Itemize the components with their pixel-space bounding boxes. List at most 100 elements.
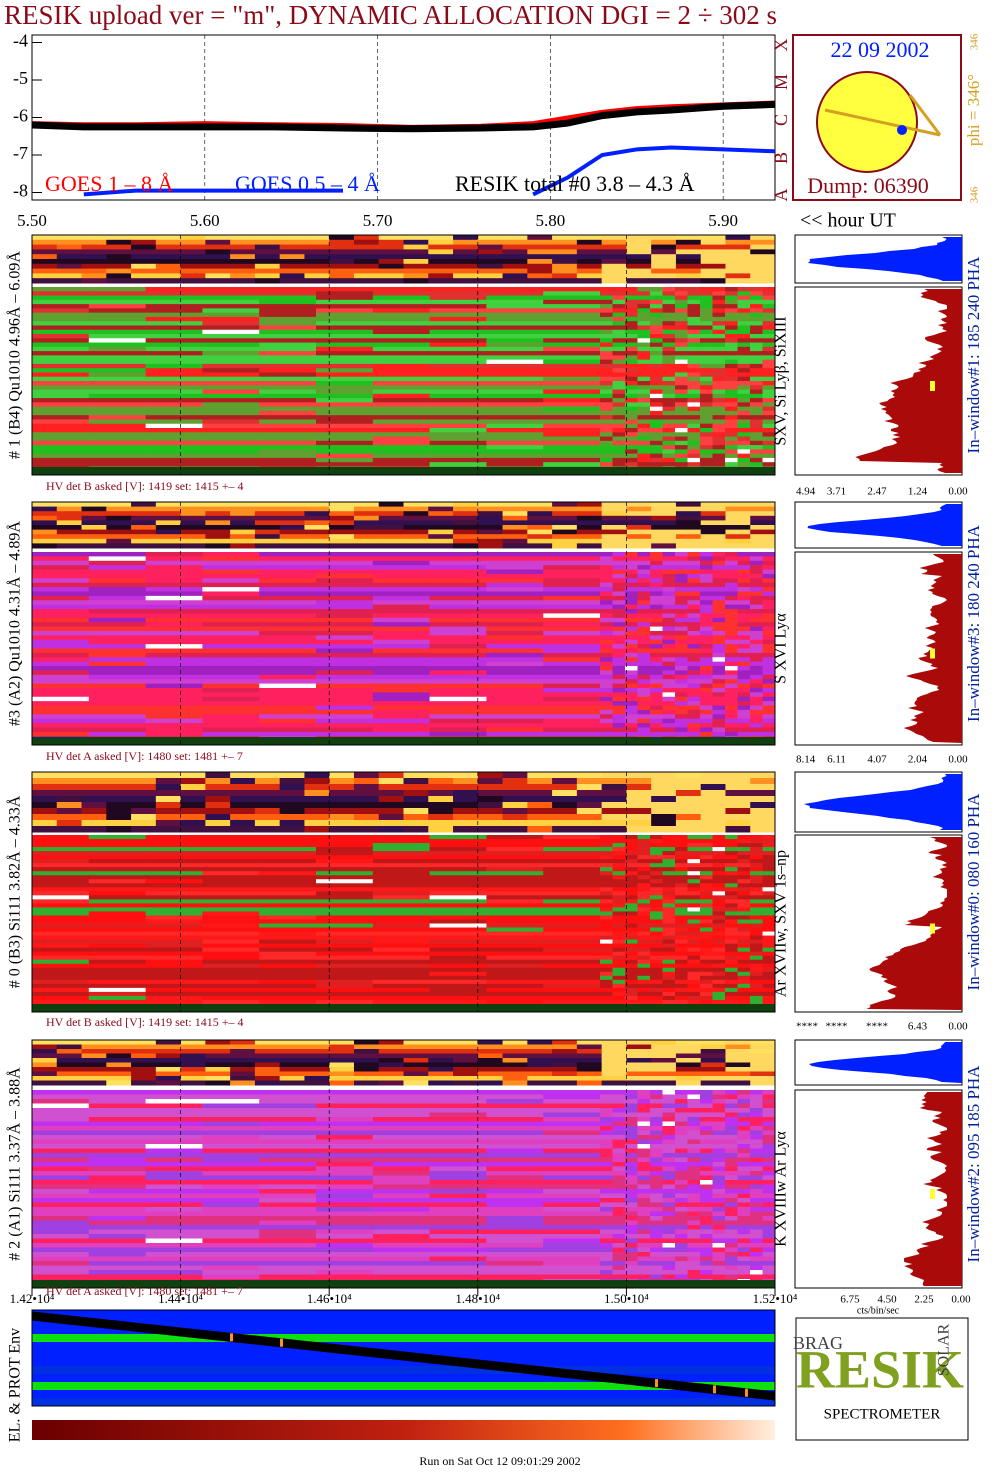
spectrogram-cell: [372, 648, 431, 654]
spectrogram-strip-cell: [378, 1071, 404, 1077]
spectrogram-cell: [486, 683, 544, 689]
spectrogram-cell: [687, 325, 701, 331]
spectrogram-cell: [429, 959, 487, 965]
spectrogram-cell: [543, 299, 601, 305]
spectrogram-cell: [486, 372, 544, 378]
spectrogram-cell: [259, 368, 317, 373]
spectrogram-cell: [372, 709, 431, 715]
spectrogram-cell: [259, 652, 317, 658]
spectrogram-cell: [372, 609, 431, 614]
spectrogram-cell: [259, 419, 317, 425]
spectrogram-cell: [543, 587, 601, 592]
spectrogram-cell: [725, 1139, 738, 1145]
spectrogram-strip-cell: [304, 1080, 330, 1086]
spectrogram-cell: [612, 338, 626, 344]
spectrogram-strip-cell: [700, 278, 726, 284]
spectrogram-cell: [543, 372, 601, 378]
spectrogram-strip-cell: [131, 273, 157, 279]
spectrogram-cell: [650, 927, 663, 933]
spectrogram-strip-cell: [378, 1053, 404, 1059]
spectrogram-cell: [650, 622, 663, 628]
spectrogram-cell: [675, 630, 688, 636]
spectrogram-cell: [725, 931, 738, 937]
spectrogram-cell: [637, 1103, 651, 1109]
spectrogram-cell: [737, 875, 751, 880]
spectrogram-cell: [687, 1117, 701, 1122]
spectrogram-cell: [429, 1139, 487, 1145]
spectrogram-strip-cell: [155, 263, 182, 270]
spectrogram-cell: [145, 635, 203, 641]
spectrogram-strip-cell: [254, 1071, 281, 1077]
spectrogram-cell: [725, 436, 738, 442]
spectrogram-cell: [32, 887, 90, 892]
spectrogram-cell: [700, 666, 713, 671]
spectrogram-cell: [675, 1090, 688, 1095]
spectrogram-strip-cell: [56, 249, 83, 255]
spectrogram-cell: [687, 291, 701, 297]
spectrogram-cell: [625, 587, 638, 592]
spectrogram-cell: [712, 714, 726, 720]
spectrogram-cell: [637, 863, 651, 868]
spectrogram-cell: [32, 573, 90, 579]
spectrogram-cell: [316, 855, 374, 860]
spectrogram-strip-cell: [552, 543, 578, 549]
spectrogram-strip-cell: [403, 506, 429, 512]
spectrogram-cell: [725, 410, 738, 416]
spectrogram-cell: [202, 445, 260, 450]
spectrogram-cell: [762, 1144, 776, 1149]
spectrogram-cell: [259, 346, 317, 352]
spectrogram-cell: [700, 419, 713, 425]
pha-histogram: [807, 504, 962, 546]
spectrogram-cell: [32, 1090, 90, 1095]
spectrogram-cell: [762, 291, 776, 297]
spectrogram-cell: [712, 299, 726, 305]
spectrogram-cell: [762, 652, 776, 658]
spectrogram-cell: [762, 338, 776, 344]
spectrogram-strip-cell: [477, 1053, 504, 1059]
spectrogram-cell: [372, 1130, 431, 1136]
spectrogram-strip-cell: [304, 1044, 330, 1050]
spectrogram-cell: [700, 291, 713, 297]
spectrogram-cell: [612, 727, 626, 733]
spectrogram-cell: [650, 714, 663, 720]
spectrogram-cell: [600, 701, 613, 707]
spectrogram-cell: [650, 1166, 663, 1172]
spectrogram-cell: [32, 1108, 90, 1113]
spectrogram-cell: [712, 696, 726, 702]
spectrogram-cell: [259, 879, 317, 884]
spectrogram-cell: [612, 855, 626, 860]
spectrogram-cell: [543, 709, 601, 715]
spectrogram-cell: [543, 895, 601, 900]
spectrogram-strip-cell: [81, 259, 107, 265]
spectrogram-cell: [725, 927, 738, 933]
spectrogram-cell: [88, 1180, 147, 1185]
spectrogram-cell: [662, 312, 676, 318]
spectrogram-cell: [675, 1108, 688, 1113]
spectrogram-cell: [202, 639, 260, 645]
spectrogram-cell: [543, 329, 601, 335]
spectrogram-cell: [372, 626, 431, 632]
spectrogram-strip-cell: [106, 263, 132, 270]
spectrogram-strip-cell: [378, 778, 404, 785]
spectrogram-cell: [316, 381, 374, 386]
spectrogram-cell: [750, 304, 763, 309]
spectrogram-cell: [725, 943, 738, 949]
spectrogram-cell: [202, 342, 260, 348]
spectrogram-strip-cell: [353, 515, 380, 521]
spectrogram-cell: [32, 943, 90, 949]
spectrogram-strip-cell: [651, 1076, 677, 1081]
spectrogram-cell: [725, 363, 738, 369]
spectrogram-cell: [662, 287, 676, 292]
spectrogram-strip-cell: [56, 506, 83, 512]
spectrogram-cell: [650, 432, 663, 438]
spectrogram-cell: [88, 911, 147, 916]
spectrogram-cell: [429, 705, 487, 711]
spectrogram-cell: [725, 644, 738, 649]
spectrogram-strip-cell: [601, 820, 627, 827]
spectrogram-cell: [662, 1121, 676, 1127]
spectrogram-cell: [750, 342, 763, 348]
spectrogram-cell: [429, 895, 487, 900]
spectrogram-cell: [625, 955, 638, 961]
spectrogram-strip-cell: [329, 278, 355, 284]
spectrogram-strip-cell: [552, 520, 578, 526]
